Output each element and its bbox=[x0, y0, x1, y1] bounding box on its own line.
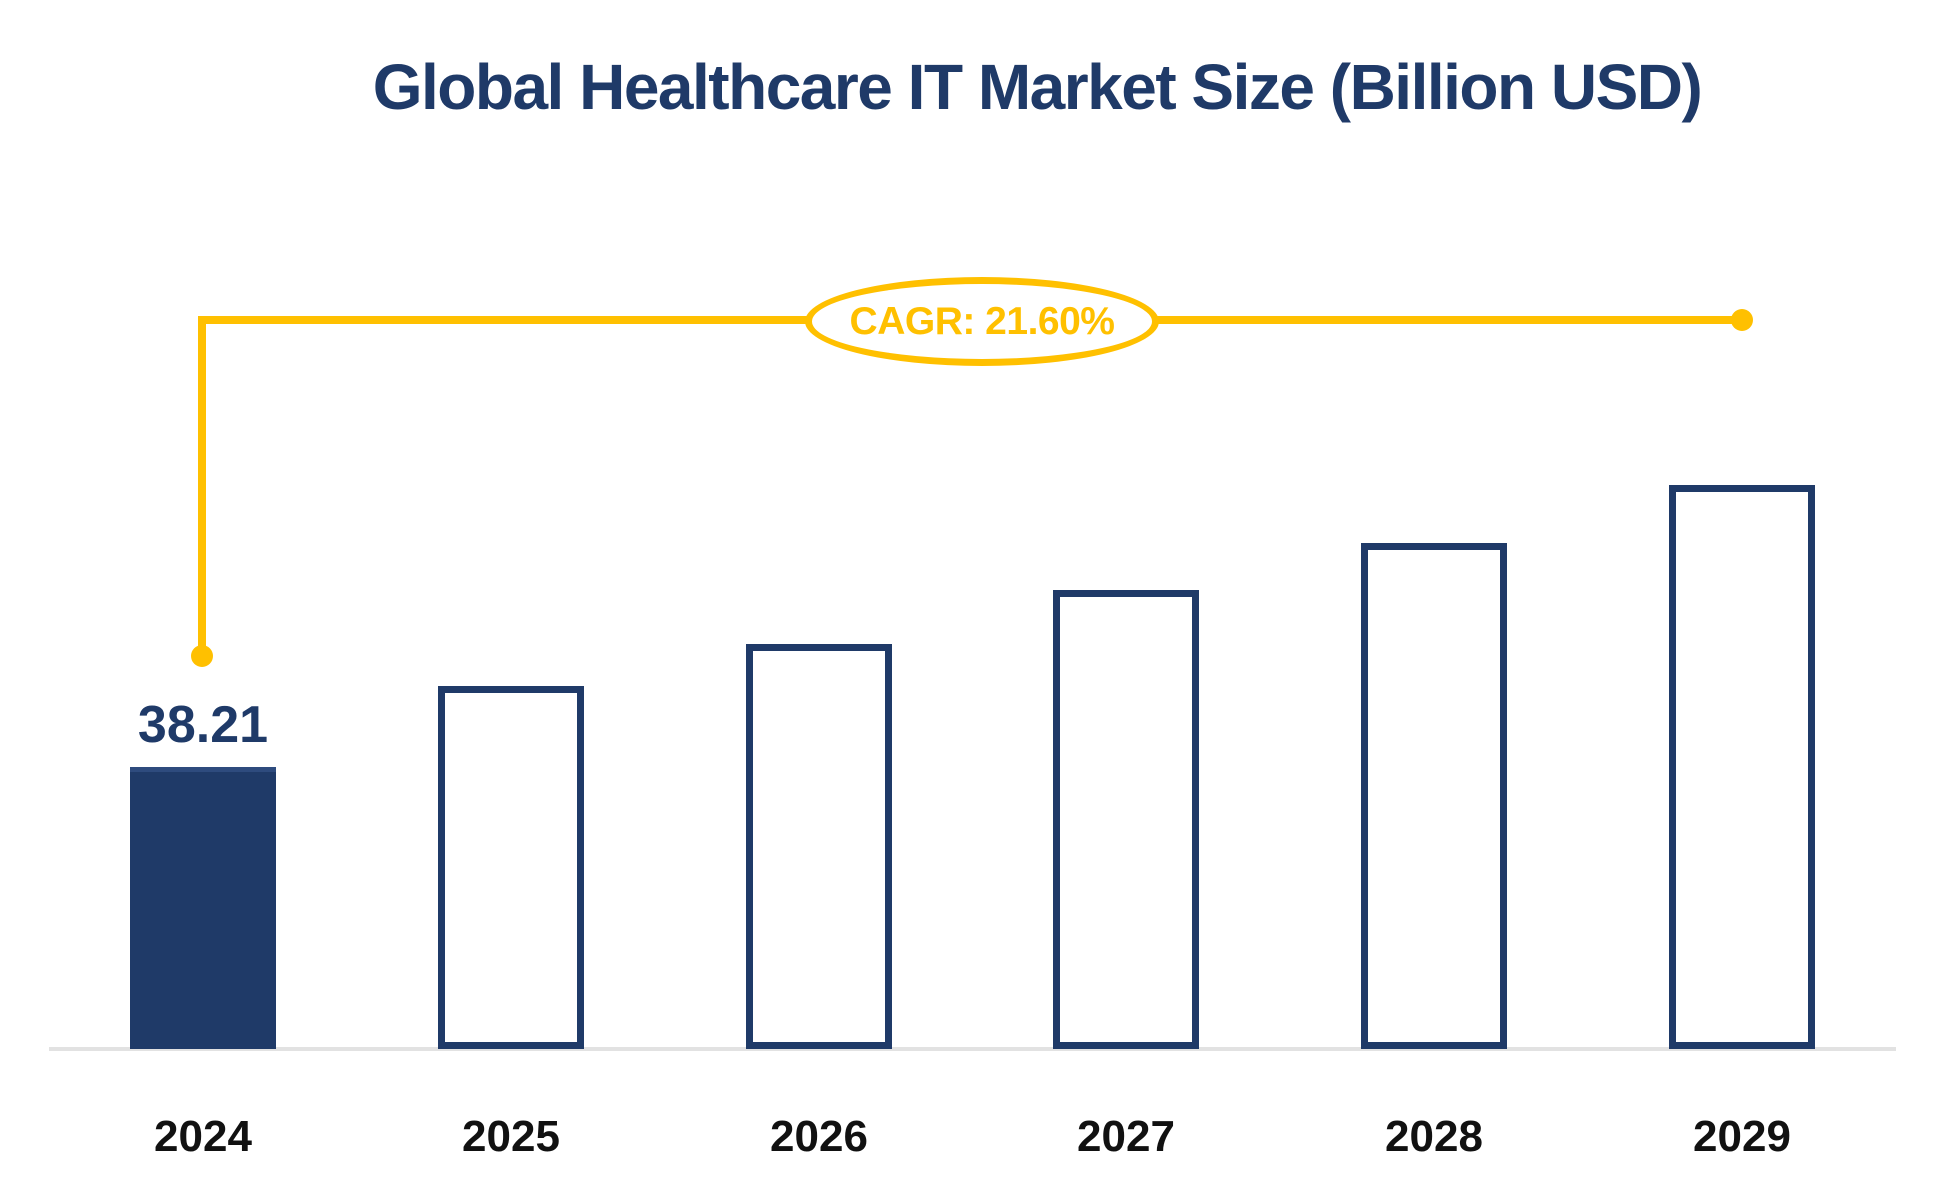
bar-2026 bbox=[746, 644, 892, 1049]
bar-2027 bbox=[1053, 590, 1199, 1049]
value-label-2024: 38.21 bbox=[137, 696, 269, 754]
year-label-2027: 2027 bbox=[1077, 1112, 1175, 1161]
connector-dot-start bbox=[191, 645, 213, 667]
chart-title: Global Healthcare IT Market Size (Billio… bbox=[372, 51, 1703, 123]
year-label-2028: 2028 bbox=[1385, 1112, 1483, 1161]
connector-dot-end bbox=[1731, 309, 1753, 331]
bar-2028 bbox=[1361, 543, 1507, 1049]
cagr-ellipse-badge: CAGR: 21.60% bbox=[805, 277, 1159, 366]
bar-2024 bbox=[130, 767, 276, 1049]
year-label-2029: 2029 bbox=[1693, 1112, 1791, 1161]
year-label-2024: 2024 bbox=[154, 1112, 252, 1161]
bar-2025 bbox=[438, 686, 584, 1049]
year-label-2026: 2026 bbox=[770, 1112, 868, 1161]
bar-2029 bbox=[1669, 485, 1815, 1049]
axis-baseline bbox=[49, 1047, 1896, 1051]
cagr-connector-vertical bbox=[198, 316, 206, 652]
cagr-label: CAGR: 21.60% bbox=[849, 299, 1115, 343]
year-label-2025: 2025 bbox=[462, 1112, 560, 1161]
